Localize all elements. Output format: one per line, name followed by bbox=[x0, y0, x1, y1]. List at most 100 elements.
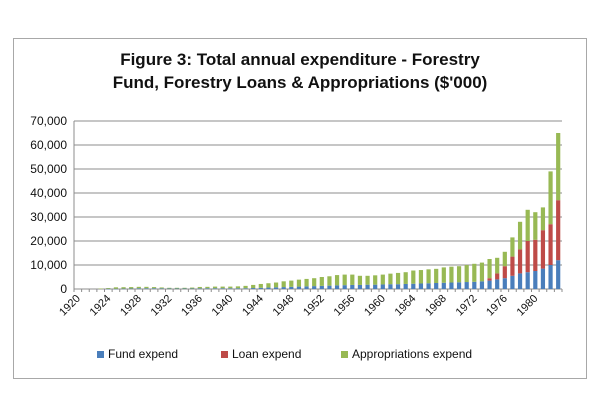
x-tick-label: 1972 bbox=[454, 293, 480, 319]
legend-swatch-loan bbox=[221, 350, 228, 358]
bar-fund-expend-1970 bbox=[456, 282, 462, 289]
bar-appropriations-expend-1933 bbox=[174, 287, 180, 289]
bar-fund-expend-1936 bbox=[197, 288, 202, 289]
bar-fund-expend-1931 bbox=[159, 288, 164, 289]
bar-fund-expend-1928 bbox=[136, 288, 141, 289]
bar-appropriations-expend-1971 bbox=[464, 265, 469, 283]
bar-appropriations-expend-1940 bbox=[228, 286, 233, 289]
bar-fund-expend-1976 bbox=[502, 278, 507, 289]
x-tick-label: 1932 bbox=[149, 293, 175, 319]
bar-loan-expend-1978 bbox=[517, 249, 523, 274]
legend-swatch-fund bbox=[97, 350, 104, 358]
y-tick-label: 70,000 bbox=[30, 114, 67, 128]
bar-appropriations-expend-1969 bbox=[449, 266, 454, 283]
legend-label-appropriations: Appropriations expend bbox=[352, 347, 473, 361]
bar-fund-expend-1949 bbox=[296, 286, 302, 289]
bar-fund-expend-1958 bbox=[365, 284, 370, 289]
bar-appropriations-expend-1961 bbox=[388, 273, 393, 285]
bar-fund-expend-1946 bbox=[273, 287, 279, 289]
bar-fund-expend-1977 bbox=[510, 275, 515, 289]
y-tick-label: 30,000 bbox=[30, 210, 67, 224]
bar-fund-expend-1942 bbox=[243, 288, 248, 289]
bar-fund-expend-1944 bbox=[258, 287, 263, 289]
bar-appropriations-expend-1955 bbox=[342, 274, 347, 286]
bar-fund-expend-1934 bbox=[182, 288, 187, 290]
y-tick-label: 40,000 bbox=[30, 186, 67, 200]
bar-loan-expend-1974 bbox=[487, 278, 492, 281]
y-tick-label: 20,000 bbox=[30, 234, 67, 248]
chart-title: Figure 3: Total annual expenditure - For… bbox=[0, 48, 600, 94]
bar-appropriations-expend-1979 bbox=[525, 209, 530, 241]
bar-fund-expend-1957 bbox=[357, 284, 363, 289]
bar-loan-expend-1976 bbox=[502, 266, 507, 279]
bar-loan-expend-1975 bbox=[495, 273, 500, 280]
bar-fund-expend-1947 bbox=[281, 287, 286, 289]
x-tick-label: 1976 bbox=[484, 293, 510, 319]
bar-fund-expend-1926 bbox=[121, 288, 126, 290]
bar-fund-expend-1963 bbox=[403, 283, 408, 289]
bar-appropriations-expend-1966 bbox=[426, 269, 431, 284]
bar-fund-expend-1973 bbox=[479, 281, 485, 289]
bar-fund-expend-1965 bbox=[418, 283, 424, 289]
bar-appropriations-expend-1935 bbox=[190, 287, 195, 289]
bar-fund-expend-1964 bbox=[411, 283, 416, 289]
bar-appropriations-expend-1932 bbox=[167, 287, 172, 289]
bar-fund-expend-1927 bbox=[129, 288, 134, 290]
bar-appropriations-expend-1931 bbox=[159, 287, 164, 289]
bar-appropriations-expend-1952 bbox=[319, 277, 324, 286]
bar-fund-expend-1974 bbox=[487, 280, 492, 289]
bar-appropriations-expend-1945 bbox=[266, 283, 271, 288]
bar-fund-expend-1961 bbox=[388, 284, 393, 289]
bar-fund-expend-1933 bbox=[174, 288, 180, 290]
bar-appropriations-expend-1982 bbox=[548, 171, 553, 225]
bar-fund-expend-1960 bbox=[380, 284, 385, 289]
bar-fund-expend-1959 bbox=[373, 284, 378, 289]
bar-loan-expend-1983 bbox=[556, 200, 561, 261]
legend-item-fund: Fund expend bbox=[97, 347, 178, 361]
x-tick-label: 1956 bbox=[332, 293, 358, 319]
x-tick-label: 1928 bbox=[118, 293, 144, 319]
bar-appropriations-expend-1981 bbox=[540, 207, 546, 231]
bar-appropriations-expend-1975 bbox=[495, 257, 500, 274]
bar-fund-expend-1966 bbox=[426, 283, 431, 289]
bar-fund-expend-1962 bbox=[395, 284, 401, 289]
bar-appropriations-expend-1937 bbox=[205, 286, 210, 289]
bar-loan-expend-1977 bbox=[510, 256, 515, 276]
bar-fund-expend-1951 bbox=[312, 286, 317, 289]
bar-appropriations-expend-1954 bbox=[334, 275, 340, 286]
legend-item-appropriations: Appropriations expend bbox=[341, 347, 472, 361]
x-tick-label: 1980 bbox=[515, 293, 541, 319]
y-tick-label: 0 bbox=[60, 282, 67, 296]
bar-fund-expend-1950 bbox=[304, 286, 309, 289]
bar-appropriations-expend-1968 bbox=[441, 267, 446, 283]
bar-fund-expend-1969 bbox=[449, 282, 454, 289]
y-tick-label: 10,000 bbox=[30, 258, 67, 272]
bar-loan-expend-1979 bbox=[525, 241, 530, 273]
bar-appropriations-expend-1958 bbox=[365, 275, 370, 285]
bar-fund-expend-1939 bbox=[220, 288, 225, 289]
bar-appropriations-expend-1947 bbox=[281, 281, 286, 288]
bar-fund-expend-1954 bbox=[334, 285, 340, 289]
bar-fund-expend-1967 bbox=[434, 283, 439, 289]
bar-fund-expend-1953 bbox=[327, 285, 332, 289]
bar-appropriations-expend-1929 bbox=[144, 286, 149, 289]
bar-loan-expend-1982 bbox=[548, 224, 553, 265]
bar-appropriations-expend-1944 bbox=[258, 283, 263, 288]
bar-appropriations-expend-1972 bbox=[472, 263, 477, 282]
bar-fund-expend-1924 bbox=[106, 288, 111, 290]
bar-appropriations-expend-1948 bbox=[289, 280, 294, 287]
chart-title-line-1: Figure 3: Total annual expenditure - For… bbox=[120, 50, 480, 69]
y-tick-label: 50,000 bbox=[30, 162, 67, 176]
x-tick-label: 1960 bbox=[362, 293, 388, 319]
bar-loan-expend-1980 bbox=[533, 239, 538, 271]
bar-appropriations-expend-1939 bbox=[220, 286, 225, 289]
x-tick-label: 1940 bbox=[210, 293, 236, 319]
bar-fund-expend-1952 bbox=[319, 285, 324, 289]
bar-appropriations-expend-1927 bbox=[129, 287, 134, 289]
bar-appropriations-expend-1943 bbox=[251, 284, 256, 289]
bar-appropriations-expend-1960 bbox=[380, 274, 385, 285]
bar-fund-expend-1981 bbox=[540, 268, 546, 289]
bar-appropriations-expend-1930 bbox=[151, 287, 157, 289]
bar-appropriations-expend-1950 bbox=[304, 278, 309, 287]
bar-appropriations-expend-1959 bbox=[373, 275, 378, 285]
